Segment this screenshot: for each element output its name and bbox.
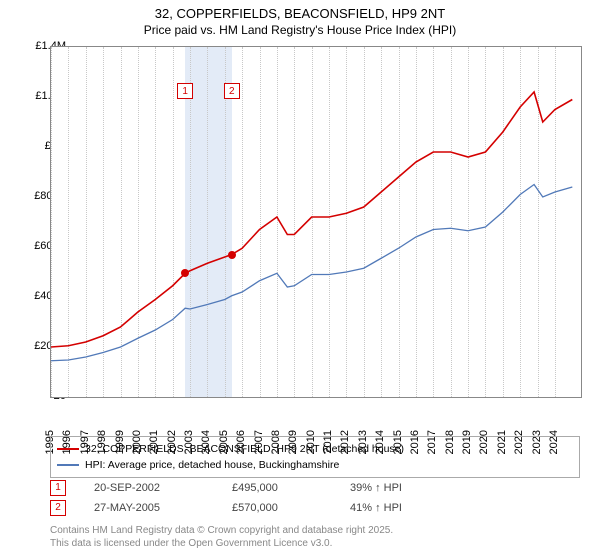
legend-label-property: 32, COPPERFIELDS, BEACONSFIELD, HP9 2NT … bbox=[85, 441, 404, 457]
legend-item-hpi: HPI: Average price, detached house, Buck… bbox=[57, 457, 573, 473]
chart-container: 32, COPPERFIELDS, BEACONSFIELD, HP9 2NT … bbox=[0, 0, 600, 560]
sale-pct-vs-hpi: 41% ↑ HPI bbox=[350, 498, 440, 518]
legend: 32, COPPERFIELDS, BEACONSFIELD, HP9 2NT … bbox=[50, 436, 580, 478]
sale-point bbox=[181, 269, 189, 277]
plot-area: 12 bbox=[50, 46, 582, 398]
sale-price: £570,000 bbox=[232, 498, 322, 518]
sale-marker-row: 1 20-SEP-2002 £495,000 39% ↑ HPI bbox=[50, 478, 580, 498]
footer-line-2: This data is licensed under the Open Gov… bbox=[50, 537, 393, 550]
title-block: 32, COPPERFIELDS, BEACONSFIELD, HP9 2NT … bbox=[0, 0, 600, 37]
sale-markers-table: 1 20-SEP-2002 £495,000 39% ↑ HPI 2 27-MAY-200… bbox=[50, 478, 580, 518]
chart-marker-badge: 1 bbox=[177, 83, 193, 99]
legend-item-property: 32, COPPERFIELDS, BEACONSFIELD, HP9 2NT … bbox=[57, 441, 573, 457]
legend-label-hpi: HPI: Average price, detached house, Buck… bbox=[85, 457, 339, 473]
legend-swatch-hpi bbox=[57, 464, 79, 466]
chart-title: 32, COPPERFIELDS, BEACONSFIELD, HP9 2NT bbox=[0, 6, 600, 21]
chart-marker-badge: 2 bbox=[224, 83, 240, 99]
legend-swatch-property bbox=[57, 448, 79, 450]
footer-line-1: Contains HM Land Registry data © Crown c… bbox=[50, 524, 393, 537]
chart-subtitle: Price paid vs. HM Land Registry's House … bbox=[0, 23, 600, 37]
sale-price: £495,000 bbox=[232, 478, 322, 498]
sale-date: 27-MAY-2005 bbox=[94, 498, 204, 518]
sale-date: 20-SEP-2002 bbox=[94, 478, 204, 498]
series-line-hpi bbox=[51, 185, 572, 361]
sale-marker-row: 2 27-MAY-2005 £570,000 41% ↑ HPI bbox=[50, 498, 580, 518]
sale-pct-vs-hpi: 39% ↑ HPI bbox=[350, 478, 440, 498]
sale-marker-badge: 1 bbox=[50, 480, 66, 496]
sale-point bbox=[228, 251, 236, 259]
footer-attribution: Contains HM Land Registry data © Crown c… bbox=[50, 524, 393, 550]
line-series-svg bbox=[51, 47, 581, 397]
sale-marker-badge: 2 bbox=[50, 500, 66, 516]
